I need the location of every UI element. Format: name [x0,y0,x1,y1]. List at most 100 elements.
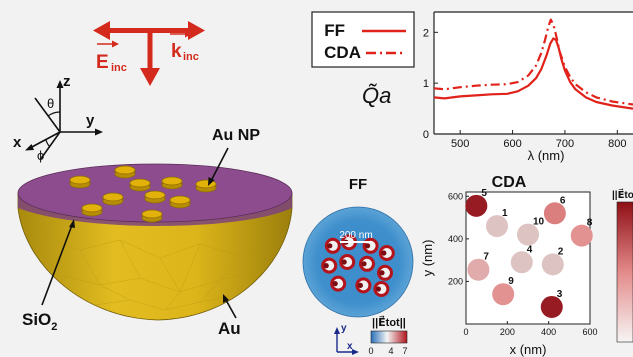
ff-hotspot-core [327,243,333,249]
ff-hotspot [378,245,395,261]
cda-particle-3 [540,295,563,318]
nanoparticle [169,195,191,209]
hemisphere [17,163,293,321]
axis-y-label: y [86,112,95,129]
cda-ytick-label: 600 [448,191,463,201]
spectrum-ytick-label: 2 [423,27,429,39]
cda-particle-label: 8 [587,218,593,229]
e-inc-label: E inc [96,40,127,74]
ff-colorbar-tick: 7 [402,346,407,356]
field-bar [150,28,194,33]
spectrum-plot: 500 600 700 800 0 1 2 λ (nm) Q̃a [362,11,633,163]
incidence-direction [34,97,61,133]
ff-hotspot-core [379,270,385,276]
ff-hotspot [339,254,356,270]
au-label: Au [218,319,241,338]
cda-particle-8 [570,224,593,247]
e-overarrow-head [112,40,119,48]
nanoparticle [195,179,217,193]
spectrum-series [433,18,633,110]
coordinate-axes [25,80,103,161]
x-axis [29,131,61,149]
ff-hotspot-core [361,261,367,267]
cda-plot: 0 200 400 600 200 400 600 1 2 3 4 5 6 7 8 9 10 x (nm) y… [420,188,598,357]
sio2-label: SiO2 [22,310,57,333]
spectrum-series-ff [433,37,633,110]
ff-hotspot [330,275,347,292]
cda-xtick-label: 600 [582,327,597,337]
cda-map-title: CDA [492,174,527,191]
ff-map-disc [302,206,414,318]
ff-hotspot-core [365,243,371,249]
cda-particle-5 [465,194,488,217]
sio2-leader [41,224,73,306]
nanoparticle [144,190,166,204]
cda-particle-label: 4 [527,244,533,255]
nanoparticle [102,192,124,206]
cda-xtick-label: 400 [541,327,556,337]
ff-axis-x: x [347,341,353,352]
spectrum-xlabel: λ (nm) [528,148,565,163]
spectrum-ytick-label: 1 [423,78,429,90]
e-field-arrow-head [93,21,110,40]
ff-orientation-axes: y x [334,323,359,355]
projection-line [39,131,61,161]
au-leader [225,299,237,319]
ff-map-title: FF [349,176,367,193]
spectrum-ylabel: Q̃a [362,83,391,108]
cda-particle-label: 7 [483,252,489,263]
y-axis-head [95,128,103,136]
ff-colorbar-label: ||E⃗tot|| [372,315,406,329]
field-arrow-head-right [188,21,205,40]
ff-scalebar-label: 200 nm [339,230,372,241]
spectrum-xtick-label: 500 [451,138,469,150]
nanoparticle [141,209,163,223]
cda-particle-2 [541,253,564,276]
ff-hotspot [324,237,341,254]
cda-colorbar-label: ||E⃗to [612,188,633,201]
spectrum-xtick-label: 600 [503,138,521,150]
ff-hotspot [355,277,372,294]
ff-axis-y: y [341,323,347,334]
k-inc-label: k inc [170,30,199,63]
nanoparticle [69,175,91,189]
k-vector-shaft [147,30,153,72]
theta-arc [47,111,61,117]
spectrum-ytick-label: 0 [423,129,429,141]
ff-hotspot-core [381,250,387,256]
spectrum-plot-area [434,12,633,134]
cda-particle-4 [510,251,533,274]
ff-hotspot-core [357,282,363,288]
cda-particle-7 [467,258,490,281]
au-np-label: Au NP [212,127,260,144]
ff-colorbar-bar [370,330,408,344]
spectrum-legend: FF CDA [311,11,415,68]
au-np-leader [210,147,229,182]
legend-box [311,11,415,68]
k-sub: inc [183,51,199,63]
axis-x-label: x [13,134,22,151]
au-hemisphere [17,192,293,321]
spectrum-xtick-label: 700 [556,138,574,150]
k-label: k [171,41,182,62]
e-label: E [96,52,109,73]
theta-label: θ [47,96,54,111]
x-axis-head [25,144,34,151]
cda-particle-1 [486,215,508,238]
cda-xtick-label: 200 [500,327,515,337]
ff-colorbar-tick: 4 [388,346,393,356]
cda-ticks: 0 200 400 600 200 400 600 [448,191,598,337]
cda-particle-label: 6 [560,195,566,206]
cda-particle-label: 10 [533,217,545,228]
nanoparticle [114,165,136,179]
phi-label: ϕ [37,148,44,163]
phi-arc [45,139,51,148]
au-np-leader-head [208,177,215,186]
cda-xlabel: x (nm) [510,342,547,357]
sio2-leader-head [69,219,75,228]
cda-particles: 1 2 3 4 5 6 7 8 9 10 [465,188,593,318]
ff-colorbar-tick: 0 [368,346,373,356]
legend-ff-label: FF [324,21,345,40]
